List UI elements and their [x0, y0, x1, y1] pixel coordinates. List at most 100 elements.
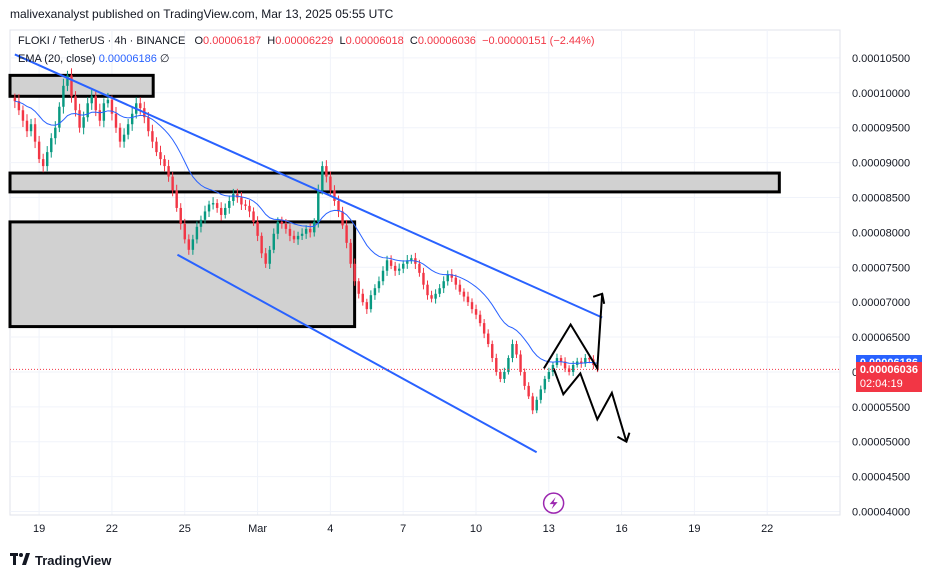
candle-body [474, 309, 478, 315]
candle-body [70, 75, 73, 97]
candle-body [151, 131, 154, 142]
candle-body [361, 293, 364, 303]
candle-body [54, 127, 57, 139]
price-zone [8, 171, 781, 194]
candle-body [503, 371, 506, 379]
candle-body [240, 197, 243, 205]
candle-body [159, 152, 162, 160]
price-zone [8, 220, 357, 329]
price-zone [8, 73, 155, 98]
ema-label: EMA (20, close) [18, 53, 96, 65]
bullish-arrow-head [592, 292, 606, 304]
candle-body [442, 281, 445, 289]
candle-body [341, 211, 344, 226]
time-tick-label: 13 [543, 523, 555, 535]
candle-body [179, 207, 182, 224]
candle-body [122, 134, 126, 142]
time-axis: 19 22 25 Mar 4 7 10 13 16 19 22 [10, 514, 840, 535]
candle-body [252, 211, 255, 222]
candle-body [563, 361, 567, 369]
candle-body [523, 371, 526, 386]
price-tick-label: 0.00006500 [852, 332, 910, 344]
candle-body [402, 263, 405, 269]
ema-legend[interactable]: EMA (20, close) 0.00006186 ∅ [18, 52, 169, 65]
price-tick-label: 0.00008500 [852, 192, 910, 204]
candle-body [543, 378, 547, 390]
last-price-badge: 0.00006036 02:04:19 [855, 362, 922, 393]
price-axis: 0.00010500 0.00010000 0.00009500 0.00009000… [839, 30, 910, 519]
candle-body [486, 333, 490, 345]
tradingview-logo-icon [10, 553, 30, 568]
open-label: O [194, 35, 204, 47]
close-value: 0.00006036 [417, 35, 476, 47]
price-tick-label: 0.00004000 [852, 507, 910, 519]
time-tick-label: 4 [327, 523, 333, 535]
candle-body [434, 293, 437, 299]
candle-body [33, 124, 37, 142]
candle-body [147, 117, 150, 132]
candle-body [519, 354, 522, 372]
candle-body [46, 152, 49, 167]
open-value: 0.00006187 [203, 35, 262, 47]
candle-body [280, 221, 284, 224]
lightning-glyph [549, 497, 558, 510]
candle-body [37, 141, 41, 160]
candle-body [272, 233, 275, 250]
footer-brand[interactable]: TradingView [10, 553, 111, 568]
candle-body [345, 225, 348, 243]
low-label: L [339, 35, 346, 47]
candle-body [535, 399, 538, 411]
candle-body [187, 239, 191, 250]
candle-body [94, 96, 97, 111]
candle-body [365, 302, 369, 310]
candle-body [139, 103, 142, 109]
candle-body [50, 138, 53, 153]
candle-body [547, 371, 551, 379]
candle-body [333, 190, 336, 201]
candle-body [385, 260, 389, 271]
candle-body [248, 205, 251, 212]
symbol-label[interactable]: FLOKI / TetherUS · 4h · BINANCE [18, 35, 186, 47]
price-tick-label: 0.00008000 [852, 227, 910, 239]
candle-body [580, 361, 583, 364]
candle-body [264, 253, 267, 264]
candle-body [559, 357, 563, 362]
close-label: C [409, 35, 418, 47]
candle-body [313, 221, 316, 233]
price-tick-label: 0.00009000 [852, 158, 910, 170]
time-tick-label: 10 [470, 523, 482, 535]
candle-body [29, 124, 33, 132]
candle-body [539, 389, 543, 400]
candle-body [244, 204, 247, 206]
time-tick-label: 25 [179, 523, 191, 535]
candle-body [211, 203, 215, 205]
candle-body [224, 207, 227, 215]
candle-body [13, 97, 17, 102]
candle-body [82, 117, 85, 128]
candle-body [228, 200, 231, 208]
candle-body [454, 277, 458, 285]
candle-body [207, 204, 211, 212]
candle-body [126, 124, 130, 135]
price-tick-label: 0.00010000 [852, 88, 910, 100]
candle-body [357, 281, 360, 294]
candle-body [325, 166, 328, 177]
candle-body [62, 85, 65, 107]
bearish-projection-path [552, 368, 628, 443]
candle-body [288, 228, 292, 236]
candle-body [260, 235, 263, 254]
time-tick-label: 7 [400, 523, 406, 535]
candle-body [418, 263, 421, 273]
candle-body [406, 260, 409, 264]
candle-body [304, 228, 308, 234]
candle-body [426, 284, 429, 296]
candle-body [215, 203, 219, 208]
candle-body [58, 106, 61, 128]
lightning-icon [542, 492, 565, 514]
time-tick-label: 19 [33, 523, 45, 535]
brand-name: TradingView [35, 553, 112, 568]
candle-body [458, 284, 462, 292]
candle-body [276, 221, 280, 234]
candle-body [389, 260, 393, 266]
